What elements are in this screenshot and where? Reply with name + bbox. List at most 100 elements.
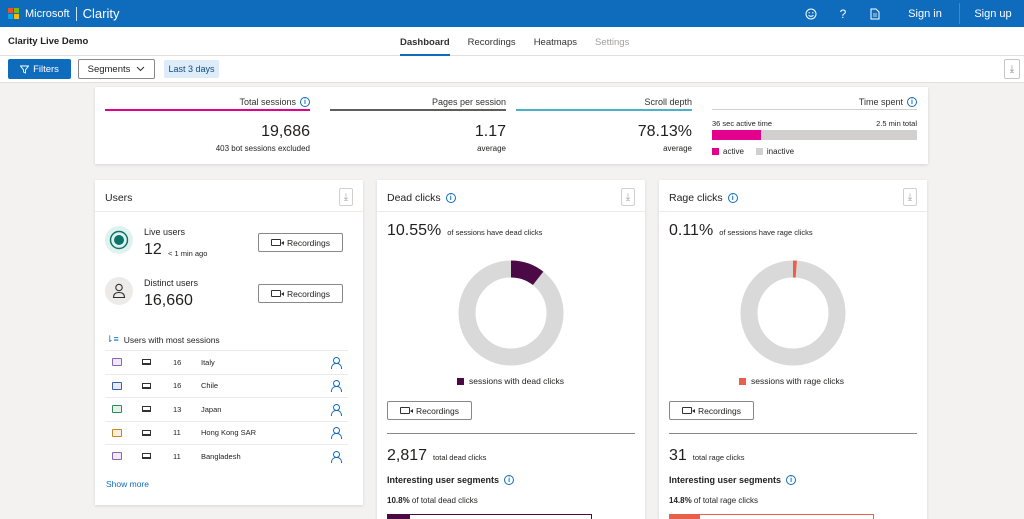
rage-segment-pct: 14.8% <box>669 496 692 505</box>
dead-segment-pct: 10.8% <box>387 496 410 505</box>
tab-dashboard[interactable]: Dashboard <box>400 27 450 56</box>
help-icon[interactable]: ? <box>839 6 847 21</box>
table-row[interactable]: 13 Japan <box>105 397 348 420</box>
info-icon[interactable]: i <box>445 193 456 203</box>
distinct-users-label: Distinct users <box>144 278 199 288</box>
rage-clicks-legend: sessions with rage clicks <box>739 376 844 386</box>
rage-clicks-percent: 0.11% <box>669 222 714 239</box>
laptop-icon <box>142 359 151 365</box>
most-sessions-label: Users with most sessions <box>123 334 220 345</box>
tab-recordings[interactable]: Recordings <box>467 37 516 48</box>
user-profile-icon[interactable] <box>331 427 342 439</box>
table-row[interactable]: 16 Chile <box>105 373 348 397</box>
document-icon[interactable] <box>866 5 884 23</box>
rage-segments-label: Interesting user segments <box>669 475 782 485</box>
smiley-icon[interactable] <box>802 5 820 23</box>
user-profile-icon[interactable] <box>331 380 342 392</box>
time-spent-line <box>712 109 917 110</box>
dead-clicks-percent: 10.55% <box>387 222 442 239</box>
legend-inactive: inactive <box>766 147 795 156</box>
time-spent-title: Time spent i <box>859 97 917 107</box>
laptop-icon <box>142 406 151 412</box>
info-icon[interactable]: i <box>504 475 515 485</box>
sign-in-button[interactable]: Sign in <box>908 7 942 20</box>
country-flag-icon <box>112 381 122 390</box>
rage-clicks-total-sub: total rage clicks <box>692 453 745 462</box>
filters-button[interactable]: Filters <box>8 59 71 79</box>
time-spent-metric: Time spent i 36 sec active time 2.5 min … <box>712 87 917 163</box>
dead-segment-bar <box>387 514 592 519</box>
scroll-depth-line <box>516 109 692 111</box>
donut-dead-slice <box>458 260 564 366</box>
country-name: Japan <box>201 404 222 414</box>
filter-icon <box>20 65 30 74</box>
session-count: 16 <box>173 381 182 390</box>
active-swatch <box>712 148 719 155</box>
dead-clicks-swatch <box>457 377 464 385</box>
filters-label: Filters <box>33 63 59 75</box>
dead-segments-title: Interesting user segments i <box>387 475 515 485</box>
scroll-depth-value: 78.13% <box>637 123 692 140</box>
dead-clicks-legend: sessions with dead clicks <box>457 376 564 386</box>
pages-per-session-title: Pages per session <box>431 97 506 107</box>
camera-icon <box>271 290 284 297</box>
top-icons: ? <box>802 0 884 27</box>
info-icon[interactable]: i <box>786 475 797 485</box>
total-sessions-line <box>105 109 310 111</box>
date-range-chip[interactable]: Last 3 days <box>164 60 219 78</box>
laptop-icon <box>142 382 151 389</box>
rage-segment-bar <box>669 514 874 519</box>
users-title: Users <box>105 192 133 204</box>
download-icon[interactable]: ⤓ <box>339 188 353 206</box>
table-row[interactable]: 16 Italy <box>105 350 348 373</box>
rage-clicks-panel: Rage clicks i ⤓ 0.11% of sessions have ra… <box>659 180 927 519</box>
show-more-link[interactable]: Show more <box>106 479 149 489</box>
dead-clicks-percent-sub: of sessions have dead clicks <box>447 228 543 237</box>
dead-segments-label: Interesting user segments <box>387 475 500 485</box>
download-icon[interactable]: ⤓ <box>1004 59 1020 79</box>
segments-dropdown[interactable]: Segments <box>78 59 155 79</box>
laptop-icon <box>142 453 151 459</box>
active-time-label: 36 sec active time <box>712 119 773 128</box>
legend-active: active <box>723 147 744 156</box>
download-icon[interactable]: ⤓ <box>621 188 635 206</box>
distinct-users-value: 16,660 <box>144 292 193 309</box>
rage-clicks-label: Rage clicks <box>669 192 723 204</box>
camera-icon <box>271 239 284 246</box>
product-name: Clarity <box>82 6 120 21</box>
distinct-users-icon <box>105 277 133 305</box>
table-row[interactable]: 11 Bangladesh <box>105 444 348 467</box>
rage-clicks-donut <box>740 260 846 366</box>
recordings-label: Recordings <box>287 288 330 299</box>
table-row[interactable]: 11 Hong Kong SAR <box>105 420 348 444</box>
info-icon[interactable]: i <box>727 193 738 203</box>
total-sessions-metric: Total sessions i 19,686 403 bot sessions… <box>105 87 310 163</box>
tab-heatmaps[interactable]: Heatmaps <box>533 37 577 48</box>
user-profile-icon[interactable] <box>331 450 342 463</box>
dead-clicks-total: 2,817 <box>387 447 428 464</box>
panel-divider <box>659 211 927 212</box>
download-icon[interactable]: ⤓ <box>903 188 917 206</box>
live-users-recordings-button[interactable]: Recordings <box>258 233 343 252</box>
dead-segment-fill <box>388 515 410 519</box>
total-time-label: 2.5 min total <box>876 119 917 128</box>
rage-segments-title: Interesting user segments i <box>669 475 797 485</box>
rage-clicks-total-line: 31 total rage clicks <box>669 447 744 465</box>
user-profile-icon[interactable] <box>331 403 342 416</box>
laptop-icon <box>142 429 151 436</box>
distinct-users-recordings-button[interactable]: Recordings <box>258 284 343 303</box>
rage-clicks-recordings-button[interactable]: Recordings <box>669 401 754 420</box>
filter-bar: Filters Segments Last 3 days ⤓ <box>0 56 1024 83</box>
country-flag-icon <box>112 452 122 460</box>
info-icon[interactable]: i <box>907 97 917 107</box>
session-count: 11 <box>173 428 181 437</box>
sign-up-button[interactable]: Sign up <box>974 7 1012 20</box>
dead-clicks-title: Dead clicks i <box>387 192 456 204</box>
sort-icon[interactable]: ⇂≡ <box>106 334 119 344</box>
dead-segment-sub: of total dead clicks <box>411 496 478 505</box>
project-bar: Clarity Live Demo Dashboard Recordings H… <box>0 27 1024 56</box>
info-icon[interactable]: i <box>300 97 310 107</box>
user-profile-icon[interactable] <box>331 356 342 369</box>
dead-clicks-recordings-button[interactable]: Recordings <box>387 401 472 420</box>
recordings-label: Recordings <box>416 405 459 416</box>
